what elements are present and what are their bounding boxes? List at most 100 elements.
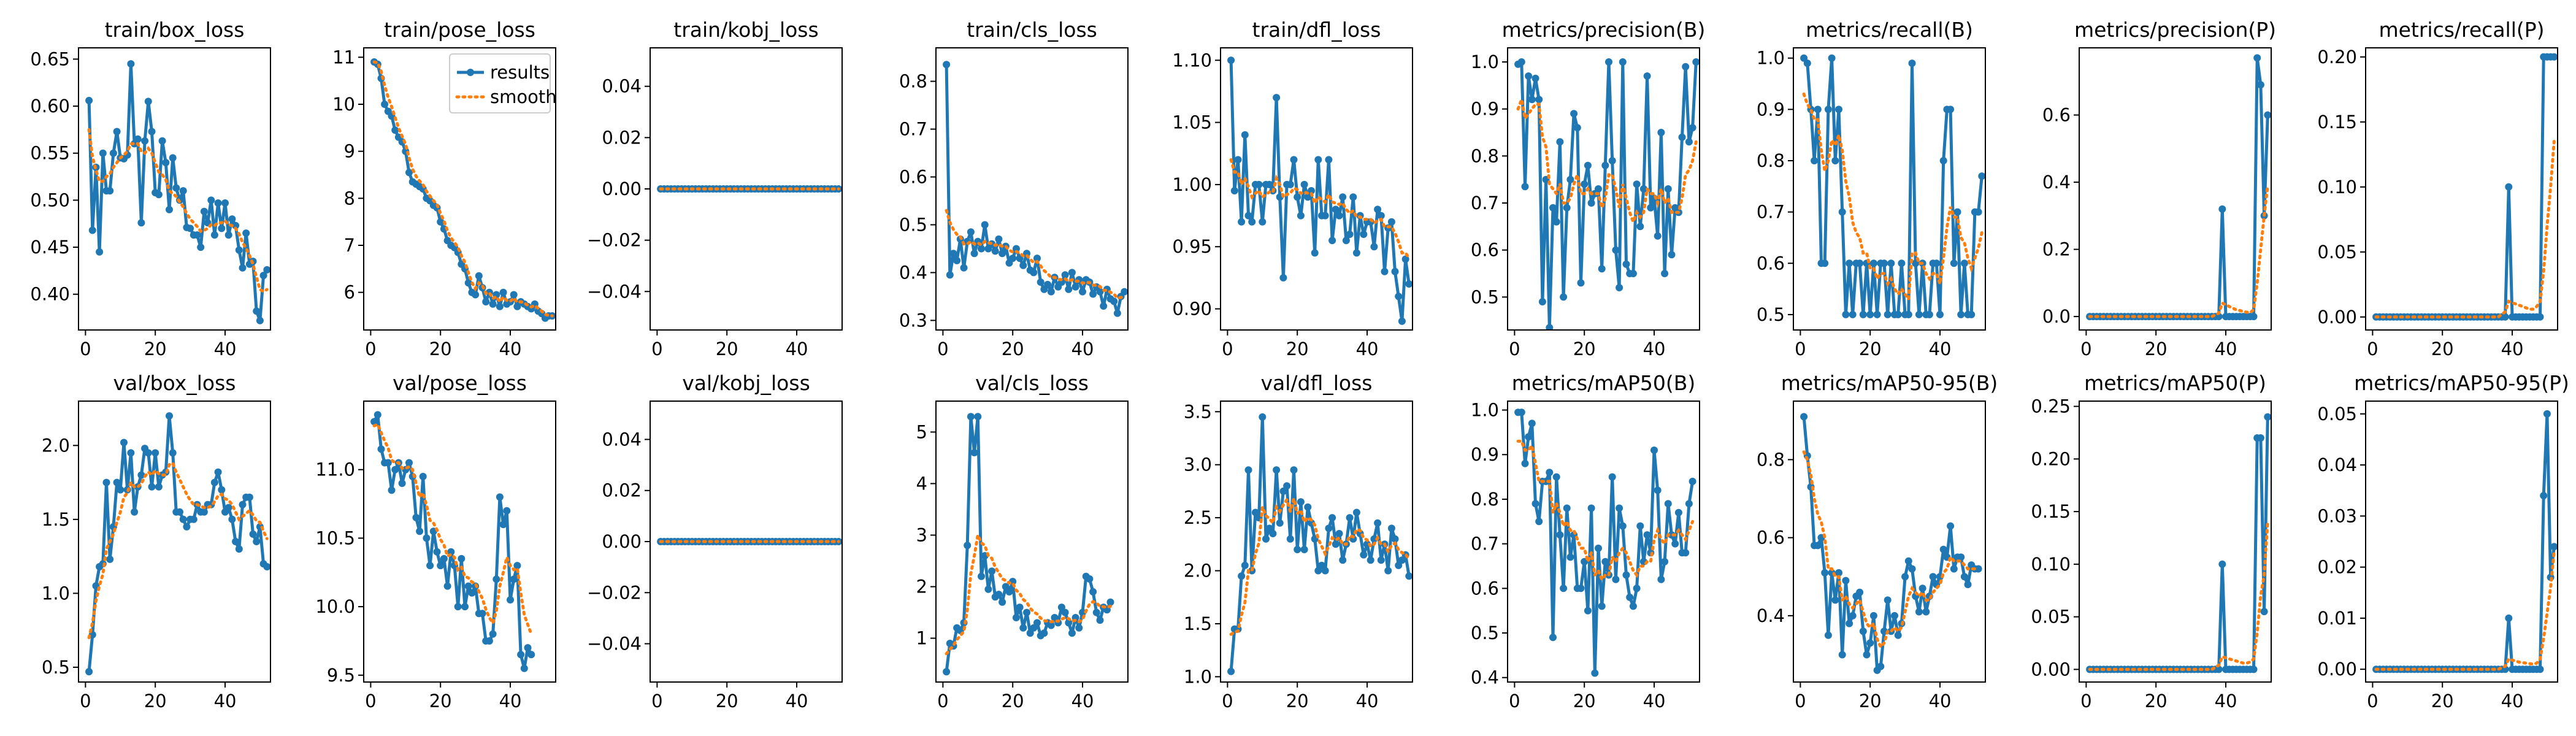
- data-point: [1682, 549, 1690, 557]
- data-point: [1092, 608, 1100, 616]
- data-point: [510, 291, 518, 299]
- subplot-title: metrics/precision(B): [1502, 18, 1706, 42]
- data-point: [1957, 553, 1965, 561]
- subplot-title: train/pose_loss: [384, 18, 535, 42]
- subplot-title: metrics/mAP50-95(B): [1781, 371, 1998, 395]
- x-tick-label: 40: [2215, 339, 2237, 359]
- data-point: [416, 527, 424, 535]
- data-point: [1908, 565, 1916, 573]
- y-tick-label: 0.40: [30, 284, 70, 305]
- data-point: [235, 545, 243, 553]
- data-point: [1238, 572, 1246, 580]
- data-point: [1227, 56, 1235, 64]
- y-tick-label: 1.10: [1172, 50, 1212, 71]
- data-point: [1643, 72, 1651, 80]
- data-point: [391, 126, 399, 134]
- data-point: [472, 291, 480, 299]
- y-tick-label: 3.0: [1184, 454, 1212, 475]
- data-point: [437, 218, 445, 226]
- data-point: [1566, 553, 1574, 561]
- x-tick-label: 20: [1573, 339, 1596, 359]
- data-point: [214, 468, 222, 476]
- data-point: [419, 472, 427, 480]
- subplot-title: metrics/precision(P): [2074, 18, 2276, 42]
- data-point: [1633, 585, 1641, 592]
- x-tick-label: 20: [716, 339, 738, 359]
- data-point: [1933, 259, 1941, 267]
- data-point: [405, 459, 413, 467]
- data-point: [1584, 607, 1592, 615]
- y-tick-label: 0.04: [602, 429, 642, 450]
- y-tick-label: 4: [916, 473, 927, 494]
- data-point: [1664, 185, 1672, 193]
- data-point: [1528, 96, 1536, 104]
- x-tick-label: 0: [1795, 339, 1806, 359]
- x-tick-label: 0: [1509, 339, 1520, 359]
- data-point: [1601, 161, 1609, 169]
- data-point: [2264, 111, 2271, 119]
- data-point: [113, 478, 121, 486]
- data-point: [1335, 530, 1343, 537]
- y-tick-label: 0.8: [1757, 150, 1785, 171]
- data-point: [1037, 278, 1045, 286]
- data-point: [127, 449, 135, 457]
- data-point: [1682, 63, 1690, 71]
- x-tick-label: 40: [214, 691, 237, 711]
- data-point: [232, 538, 240, 545]
- y-tick-label: 2.0: [42, 435, 70, 456]
- data-point: [176, 508, 183, 516]
- data-point: [1068, 629, 1076, 637]
- data-point: [1904, 310, 1912, 318]
- data-point: [440, 554, 448, 562]
- data-point: [2264, 413, 2271, 421]
- y-tick-label: 0.01: [2317, 608, 2357, 629]
- data-point: [1546, 324, 1554, 330]
- legend-label-results: results: [490, 62, 550, 83]
- data-point: [1051, 614, 1059, 621]
- x-tick-label: 40: [1071, 339, 1094, 359]
- data-point: [2505, 183, 2513, 191]
- series-line-smooth: [2374, 140, 2556, 319]
- x-tick-label: 0: [80, 339, 91, 359]
- data-point: [991, 247, 999, 255]
- series-line-smooth: [945, 209, 1126, 300]
- data-point: [1259, 218, 1267, 226]
- axes-frame: [1793, 47, 1986, 331]
- data-point: [1332, 205, 1340, 213]
- y-tick-label: 0.00: [2317, 307, 2357, 328]
- y-tick-label: 1.0: [1471, 400, 1499, 421]
- data-point: [263, 266, 270, 274]
- data-point: [1241, 131, 1249, 139]
- axes-frame: [363, 401, 556, 683]
- data-point: [1525, 72, 1533, 80]
- data-point: [1915, 608, 1923, 616]
- data-point: [106, 187, 114, 195]
- y-tick-label: 1.05: [1172, 112, 1212, 133]
- data-point: [370, 418, 378, 426]
- data-point: [1657, 575, 1665, 583]
- data-point: [1577, 585, 1585, 592]
- data-point: [1244, 212, 1252, 220]
- data-point: [1556, 138, 1564, 146]
- data-point: [1560, 293, 1568, 301]
- data-point: [1321, 212, 1329, 220]
- data-point: [1318, 561, 1325, 569]
- data-point: [88, 226, 96, 234]
- y-tick-label: 0.9: [1471, 99, 1499, 120]
- data-point: [1629, 270, 1637, 277]
- y-tick-label: 5: [916, 421, 927, 442]
- data-point: [1654, 486, 1662, 494]
- x-tick-label: 0: [937, 691, 948, 711]
- data-point: [102, 478, 110, 486]
- data-point: [2256, 434, 2264, 442]
- data-point: [1657, 129, 1665, 136]
- data-point: [1664, 500, 1672, 508]
- data-point: [1929, 573, 1937, 581]
- data-point: [1824, 631, 1832, 639]
- x-tick-label: 0: [2367, 691, 2378, 711]
- data-point: [2253, 54, 2261, 62]
- data-point: [1531, 500, 1539, 508]
- series-line-smooth: [1802, 450, 1980, 650]
- y-tick-label: 2: [916, 577, 927, 597]
- data-point: [1314, 156, 1322, 164]
